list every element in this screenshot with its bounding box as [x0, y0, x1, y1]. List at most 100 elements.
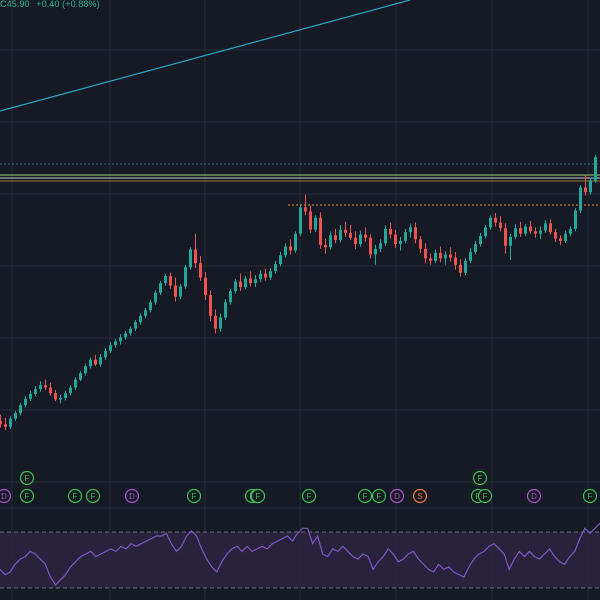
candle [404, 228, 407, 244]
candle [589, 177, 592, 195]
event-marker-earnings[interactable]: F [186, 488, 202, 504]
candle-body [64, 393, 67, 398]
candle [29, 390, 32, 402]
candle [229, 288, 232, 305]
candle-body [524, 226, 527, 234]
candle [554, 228, 557, 242]
candle-body [489, 217, 492, 228]
event-marker-earnings[interactable]: F [371, 488, 387, 504]
candle-body [499, 222, 502, 229]
candle-body [354, 237, 357, 245]
candle [524, 224, 527, 237]
candle-body [119, 337, 122, 342]
candle [344, 221, 347, 237]
event-marker-letter: F [483, 492, 488, 501]
candle-body [504, 228, 507, 246]
candle-body [329, 235, 332, 248]
candle-body [484, 227, 487, 237]
candle-body [414, 227, 417, 240]
candle [409, 223, 412, 238]
candle-body [509, 236, 512, 246]
candle [199, 256, 202, 281]
candle-body [574, 210, 577, 229]
candle-body [389, 228, 392, 235]
candle-body [34, 389, 37, 394]
event-marker-circle [582, 488, 598, 504]
event-marker-dividend[interactable]: D [526, 488, 542, 504]
candle [454, 252, 457, 270]
rsi-line [0, 522, 600, 586]
candle-body [14, 413, 17, 419]
event-marker-earnings[interactable]: F [472, 470, 488, 486]
candle-body [244, 278, 247, 288]
event-marker-split[interactable]: S [412, 488, 428, 504]
candle [484, 224, 487, 239]
candle-body [404, 232, 407, 241]
candle [274, 260, 277, 274]
candle [104, 347, 107, 360]
candle [159, 280, 162, 296]
candle-body [349, 232, 352, 238]
event-marker-earnings[interactable]: F [301, 488, 317, 504]
candle-body [284, 246, 287, 256]
candle-body [149, 302, 152, 311]
candle [74, 377, 77, 390]
event-marker-circle [67, 488, 83, 504]
candle-body [54, 393, 57, 400]
candle-body [104, 350, 107, 358]
candle [544, 220, 547, 233]
candle-body [519, 228, 522, 234]
candle [259, 270, 262, 283]
event-marker-circle [85, 488, 101, 504]
close-prefix: C [0, 0, 7, 9]
candle [169, 272, 172, 289]
candle-body [49, 387, 52, 394]
event-marker-earnings[interactable]: F [477, 488, 493, 504]
event-marker-letter: F [363, 492, 368, 501]
candle-body [289, 246, 292, 251]
candle-body [309, 211, 312, 230]
event-marker-earnings[interactable]: F [582, 488, 598, 504]
candle-body [169, 275, 172, 286]
horizontal-levels [0, 163, 600, 206]
event-marker-dividend[interactable]: D [389, 488, 405, 504]
candle [14, 410, 17, 422]
candle [194, 233, 197, 268]
trend-line-group[interactable] [0, 0, 411, 112]
candle [279, 252, 282, 267]
candle [439, 246, 442, 263]
event-marker-earnings[interactable]: F [19, 488, 35, 504]
candle-body [454, 257, 457, 265]
candle-body [134, 322, 137, 329]
candle-body [89, 359, 92, 367]
event-marker-dividend[interactable]: D [124, 488, 140, 504]
event-marker-letter: D [394, 492, 400, 501]
candle [174, 277, 177, 302]
candle-body [214, 315, 217, 329]
candle [304, 194, 307, 216]
candle [184, 264, 187, 289]
candle-body [164, 275, 167, 284]
event-marker-earnings[interactable]: F [85, 488, 101, 504]
event-marker-earnings[interactable]: F [250, 488, 266, 504]
event-marker-dividend[interactable]: D [0, 488, 12, 504]
candle-body [19, 405, 22, 414]
price-readout: C45.90 +0.40 (+0.88%) [0, 0, 104, 9]
change-value: +0.40 (+0.88%) [36, 0, 100, 9]
candle [64, 390, 67, 401]
event-marker-earnings[interactable]: F [357, 488, 373, 504]
candle [539, 226, 542, 240]
candle [214, 309, 217, 334]
candle-body [514, 228, 517, 237]
candle [314, 215, 317, 233]
candle-body [554, 232, 557, 239]
trend-line[interactable] [0, 0, 411, 112]
candlestick-series [0, 154, 597, 430]
candle [309, 205, 312, 233]
candle [44, 379, 47, 390]
candle-body [529, 226, 532, 232]
event-marker-earnings[interactable]: F [67, 488, 83, 504]
candle-body [254, 279, 257, 284]
event-marker-earnings[interactable]: F [19, 470, 35, 486]
